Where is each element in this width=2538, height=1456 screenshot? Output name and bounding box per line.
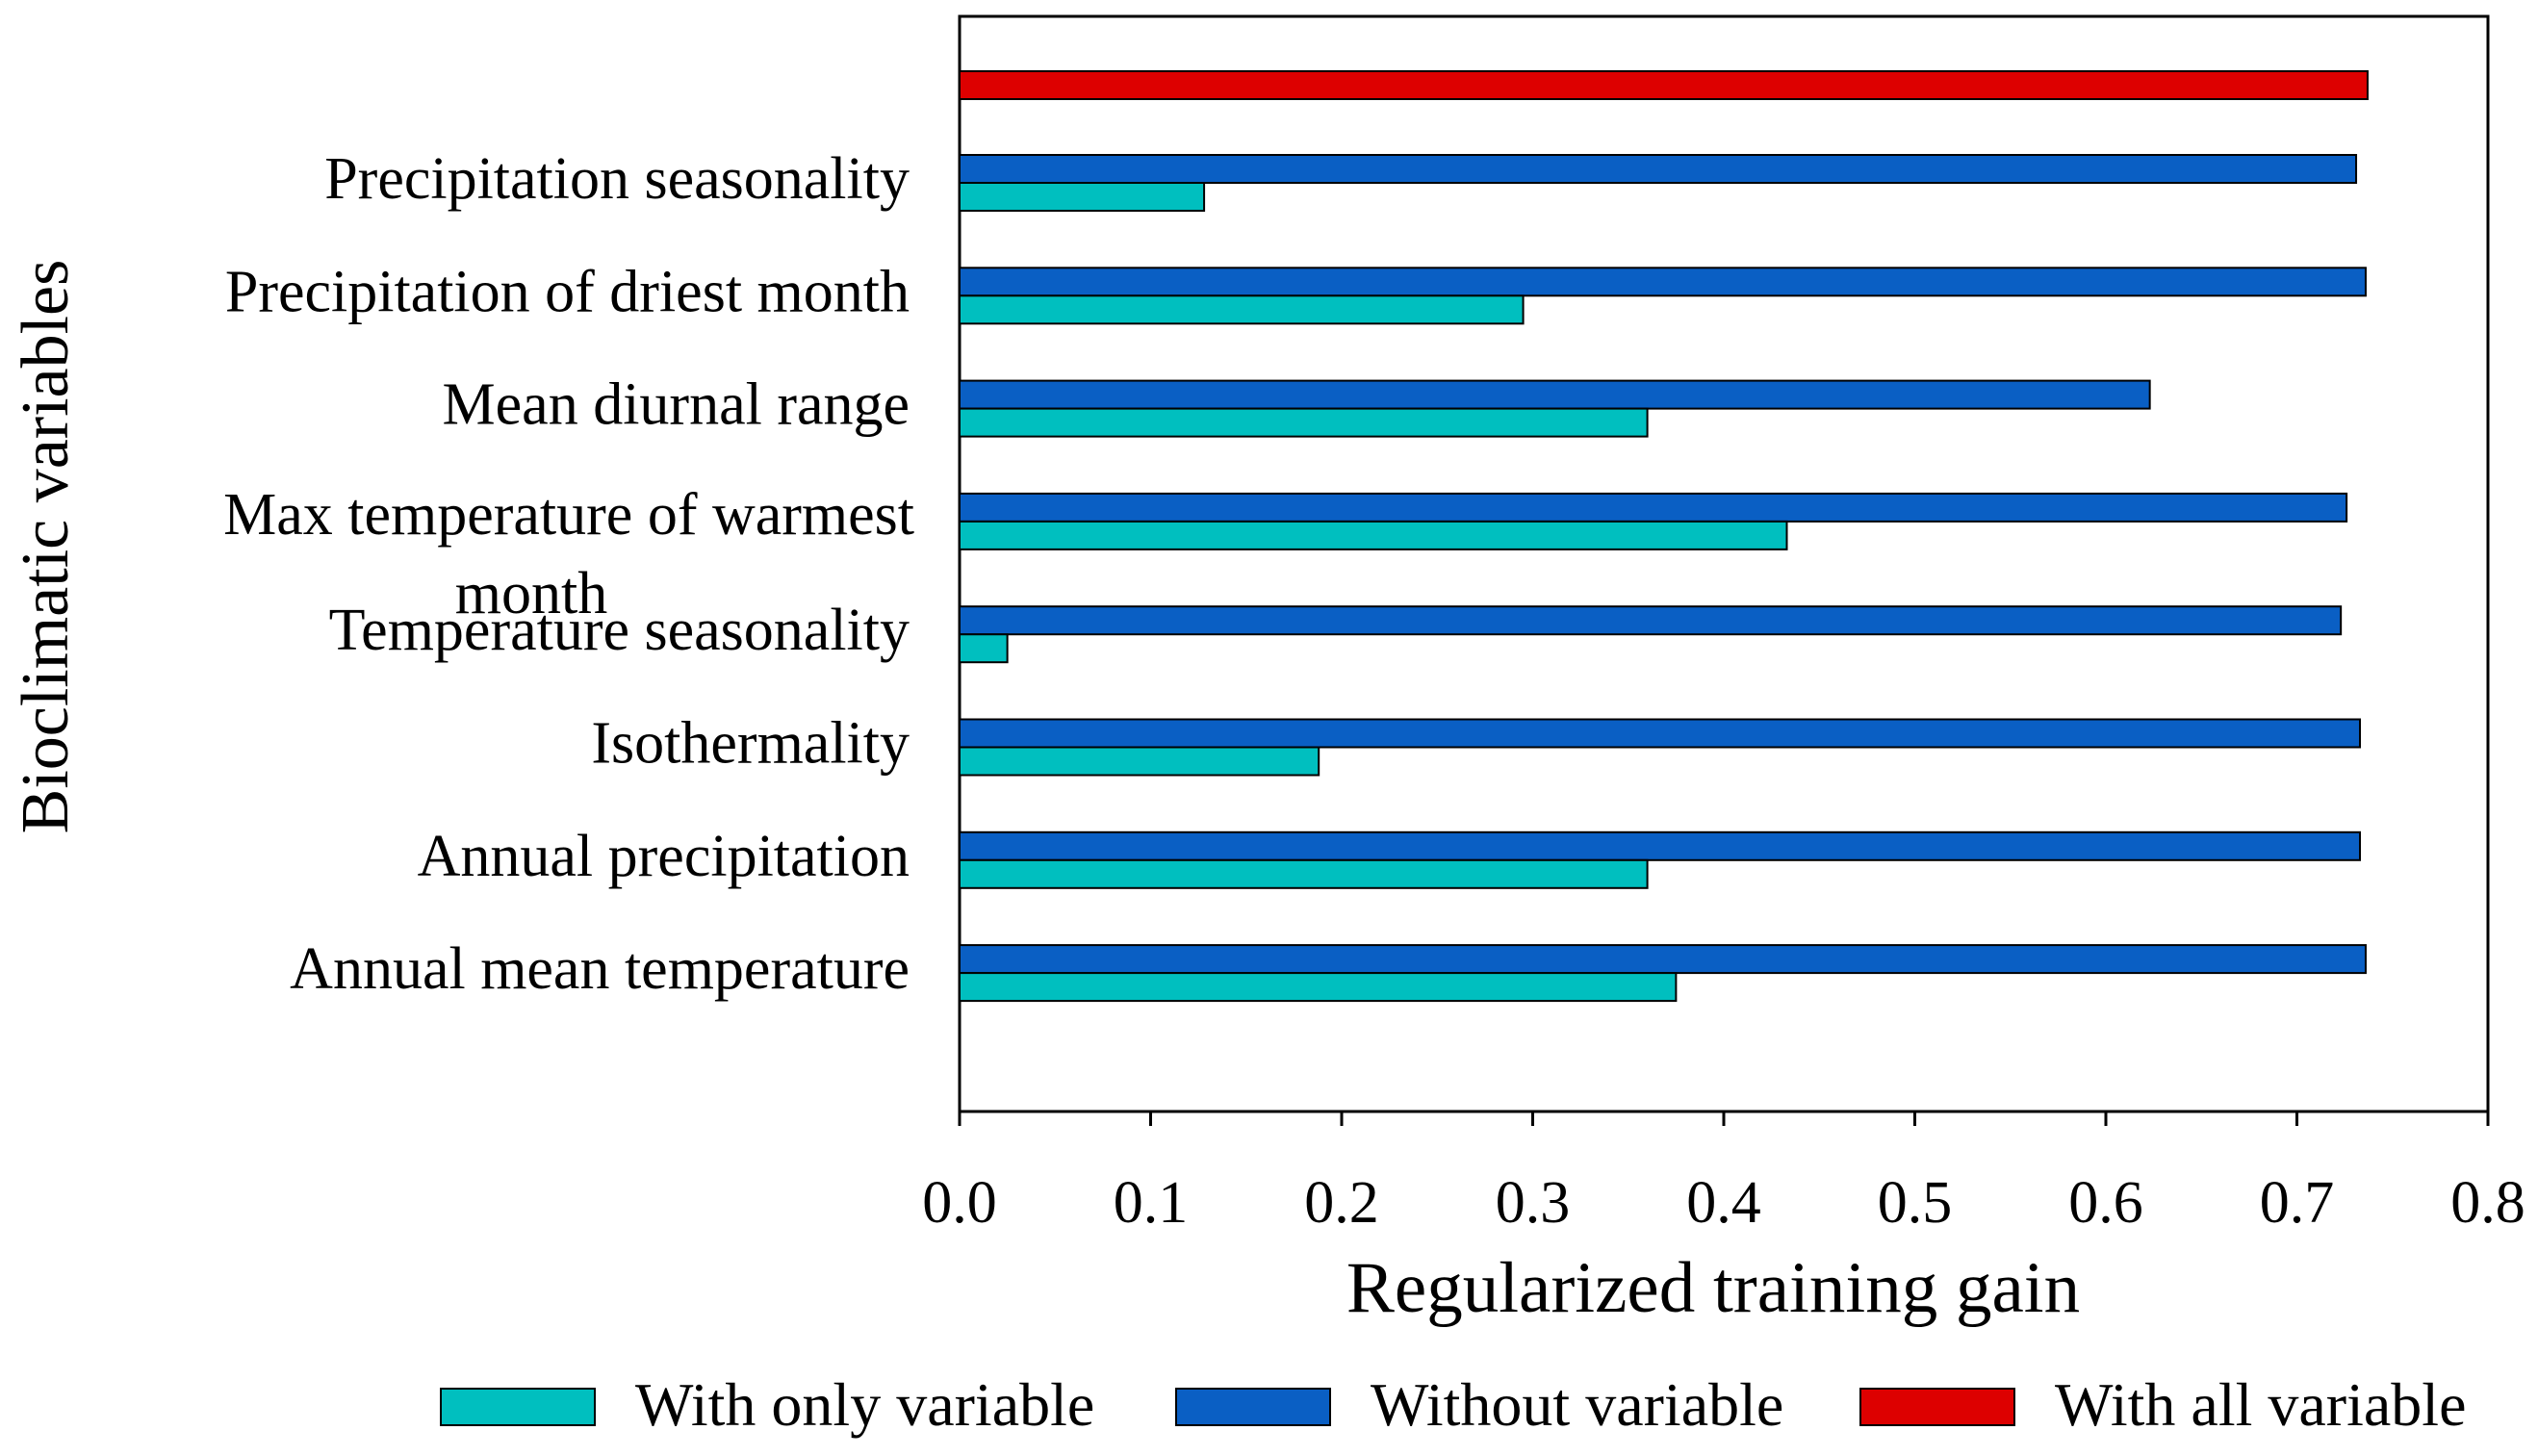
bar-with-only-variable	[959, 294, 1525, 325]
x-tick-label: 0.4	[1686, 1170, 1761, 1236]
bar-with-only-variable	[959, 520, 1788, 550]
bar-without-variable	[959, 379, 2151, 410]
bar-without-variable	[959, 154, 2358, 184]
legend-label: With all variable	[2055, 1370, 2466, 1439]
category-label: Max temperature of warmest	[223, 482, 914, 548]
x-tick-label: 0.5	[1878, 1170, 1953, 1236]
category-label: Isothermality	[591, 711, 910, 777]
bar-without-variable	[959, 605, 2343, 636]
bar-without-variable	[959, 718, 2362, 749]
bar-with-only-variable	[959, 182, 1206, 212]
category-label: Annual mean temperature	[290, 936, 910, 1002]
bar-without-variable	[959, 830, 2362, 861]
x-tick-label: 0.3	[1496, 1170, 1571, 1236]
legend-label: Without variable	[1371, 1370, 1783, 1439]
legend-label: With only variable	[635, 1370, 1094, 1439]
category-label: Temperature seasonality	[329, 598, 910, 663]
bar-with-only-variable	[959, 633, 1009, 664]
x-tick-label: 0.1	[1114, 1170, 1189, 1236]
legend-swatch	[1859, 1388, 2015, 1426]
bar-with-only-variable	[959, 858, 1649, 889]
x-tick-label: 0.7	[2260, 1170, 2335, 1236]
x-axis-title: Regularized training gain	[1346, 1248, 2080, 1328]
bar-without-variable	[959, 267, 2367, 297]
bar-with-all-variable	[959, 70, 2369, 100]
bars	[959, 70, 2369, 1003]
category-label: Mean diurnal range	[443, 372, 910, 438]
category-label-line2: month	[455, 561, 607, 626]
x-tick-label: 0.6	[2068, 1170, 2143, 1236]
x-tick-label: 0.8	[2450, 1170, 2525, 1236]
x-tick-label: 0.2	[1304, 1170, 1379, 1236]
x-tick-label: 0.0	[922, 1170, 997, 1236]
y-axis-labels: Precipitation seasonality Precipitation o…	[223, 146, 914, 1002]
category-label: Precipitation of driest month	[225, 259, 910, 324]
x-axis: 0.0 0.1 0.2 0.3 0.4 0.5 0.6 0.7 0.8	[922, 1111, 2525, 1236]
legend-swatch	[1175, 1388, 1331, 1426]
legend-swatch	[440, 1388, 596, 1426]
category-label: Precipitation seasonality	[324, 146, 910, 212]
y-axis-title: Bioclimatic variables	[9, 260, 83, 834]
category-label: Annual precipitation	[418, 824, 910, 889]
legend: With only variable Without variable With a…	[440, 1370, 2466, 1439]
bar-with-only-variable	[959, 407, 1649, 438]
bar-with-only-variable	[959, 746, 1320, 777]
bar-without-variable	[959, 492, 2348, 523]
bar-without-variable	[959, 944, 2367, 975]
bar-with-only-variable	[959, 972, 1678, 1003]
